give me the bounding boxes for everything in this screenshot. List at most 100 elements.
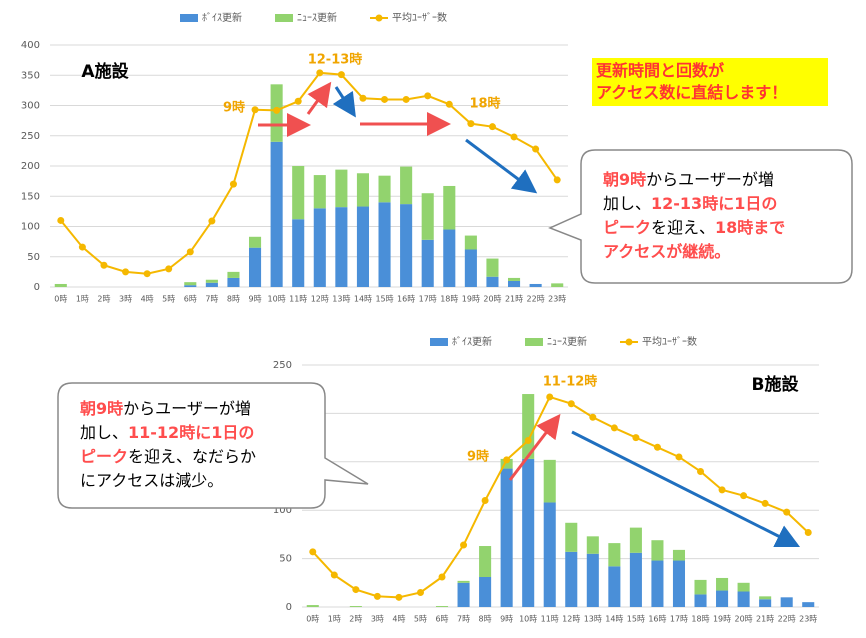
arrow [465, 138, 538, 194]
bar [500, 458, 513, 469]
x-tick-label: 13時 [332, 295, 350, 304]
callout-segment: からユーザーが増 [646, 170, 774, 189]
line-point [316, 69, 324, 77]
line-point [294, 97, 302, 105]
bar [694, 579, 707, 595]
y-tick-label: 50 [279, 554, 292, 565]
line-point [488, 123, 496, 131]
chart-layer: 0 50 100 150 200 250 300 350 400 0時 1時 2時 3時 4時 5時 6時 7時… [21, 11, 819, 624]
bar [356, 206, 370, 287]
line-point [186, 248, 194, 256]
callout-line: ピークを迎え、なだらか [80, 445, 256, 469]
arrow [306, 81, 332, 115]
bar [716, 577, 729, 591]
bar [335, 207, 348, 287]
x-tick-label: 2時 [349, 615, 362, 624]
x-tick-label: 0時 [306, 615, 319, 624]
bar [737, 591, 750, 607]
x-tick-label: 21時 [756, 615, 774, 624]
line-point [100, 261, 108, 269]
callout-segment: 11-12時に1日の [128, 423, 255, 442]
bar [651, 540, 664, 561]
legend-swatch [430, 338, 448, 346]
x-tick-label: 4時 [141, 295, 154, 304]
bar [205, 279, 218, 283]
bar [586, 536, 599, 554]
bar [543, 502, 556, 607]
bar [672, 549, 686, 561]
callout-line: ピークを迎え、18時まで [603, 216, 785, 240]
x-tick-label: 23時 [548, 295, 566, 304]
x-tick-label: 3時 [371, 615, 384, 624]
x-tick-label: 21時 [505, 295, 523, 304]
bar [443, 229, 456, 287]
callout-bubble [57, 382, 369, 509]
bar [500, 468, 513, 607]
line-point [653, 443, 661, 451]
x-tick-label: 8時 [227, 295, 240, 304]
bar [457, 582, 470, 607]
x-tick-label: 5時 [414, 615, 427, 624]
x-tick-label: 17時 [419, 295, 437, 304]
bar [672, 560, 686, 607]
bar [608, 543, 621, 567]
bar [292, 166, 305, 220]
legend-label: ﾎﾞｲｽ更新 [202, 11, 242, 24]
y-tick-label: 150 [21, 191, 40, 202]
bar [227, 277, 240, 287]
line-point [610, 424, 618, 432]
bar [421, 239, 434, 287]
bar [759, 596, 772, 600]
callout-segment: 朝9時 [603, 170, 647, 189]
bar [270, 141, 283, 287]
annotation: 9時 [223, 100, 245, 116]
line-point [165, 265, 173, 273]
x-tick-label: 14時 [354, 295, 372, 304]
x-tick-label: 6時 [435, 615, 448, 624]
line-point [251, 106, 259, 114]
line-point [467, 120, 475, 128]
callout-segment: アクセスが継続。 [603, 242, 731, 261]
bar [54, 283, 67, 287]
bar [184, 282, 197, 286]
line-point [438, 573, 446, 581]
x-tick-label: 15時 [375, 295, 393, 304]
bar [292, 219, 305, 287]
x-tick-label: 1時 [76, 295, 89, 304]
callout-segment: 加し、 [603, 194, 652, 213]
bar [586, 553, 599, 607]
callout-segment: 18時まで [715, 218, 786, 237]
bar [507, 280, 521, 287]
bar [543, 459, 556, 503]
x-tick-label: 15時 [627, 615, 645, 624]
legend-label: ﾆｭｰｽ更新 [297, 11, 337, 24]
x-tick-label: 5時 [162, 295, 175, 304]
line-point [804, 528, 812, 536]
bar [248, 236, 262, 248]
line-point [57, 216, 65, 224]
line-point [424, 92, 432, 100]
x-tick-label: 10時 [519, 615, 537, 624]
line-point [78, 243, 86, 251]
line-point [460, 541, 468, 549]
x-tick-label: 7時 [205, 295, 218, 304]
x-tick-label: 10時 [268, 295, 286, 304]
line-point [740, 492, 748, 500]
bar [335, 169, 348, 208]
line-point [632, 434, 640, 442]
x-tick-label: 11時 [541, 615, 559, 624]
bar [565, 551, 578, 607]
line-point [402, 95, 410, 103]
bar [457, 580, 470, 583]
line-point [352, 586, 360, 594]
chart-title: B施設 [752, 374, 800, 395]
chart-title: A施設 [81, 61, 129, 82]
x-tick-label: 16時 [397, 295, 415, 304]
line-point [503, 456, 511, 464]
x-tick-label: 12時 [311, 295, 329, 304]
line-point [553, 176, 561, 184]
annotation: 11-12時 [543, 374, 598, 390]
bar [313, 208, 326, 287]
bar [184, 285, 197, 287]
bar [400, 166, 413, 205]
